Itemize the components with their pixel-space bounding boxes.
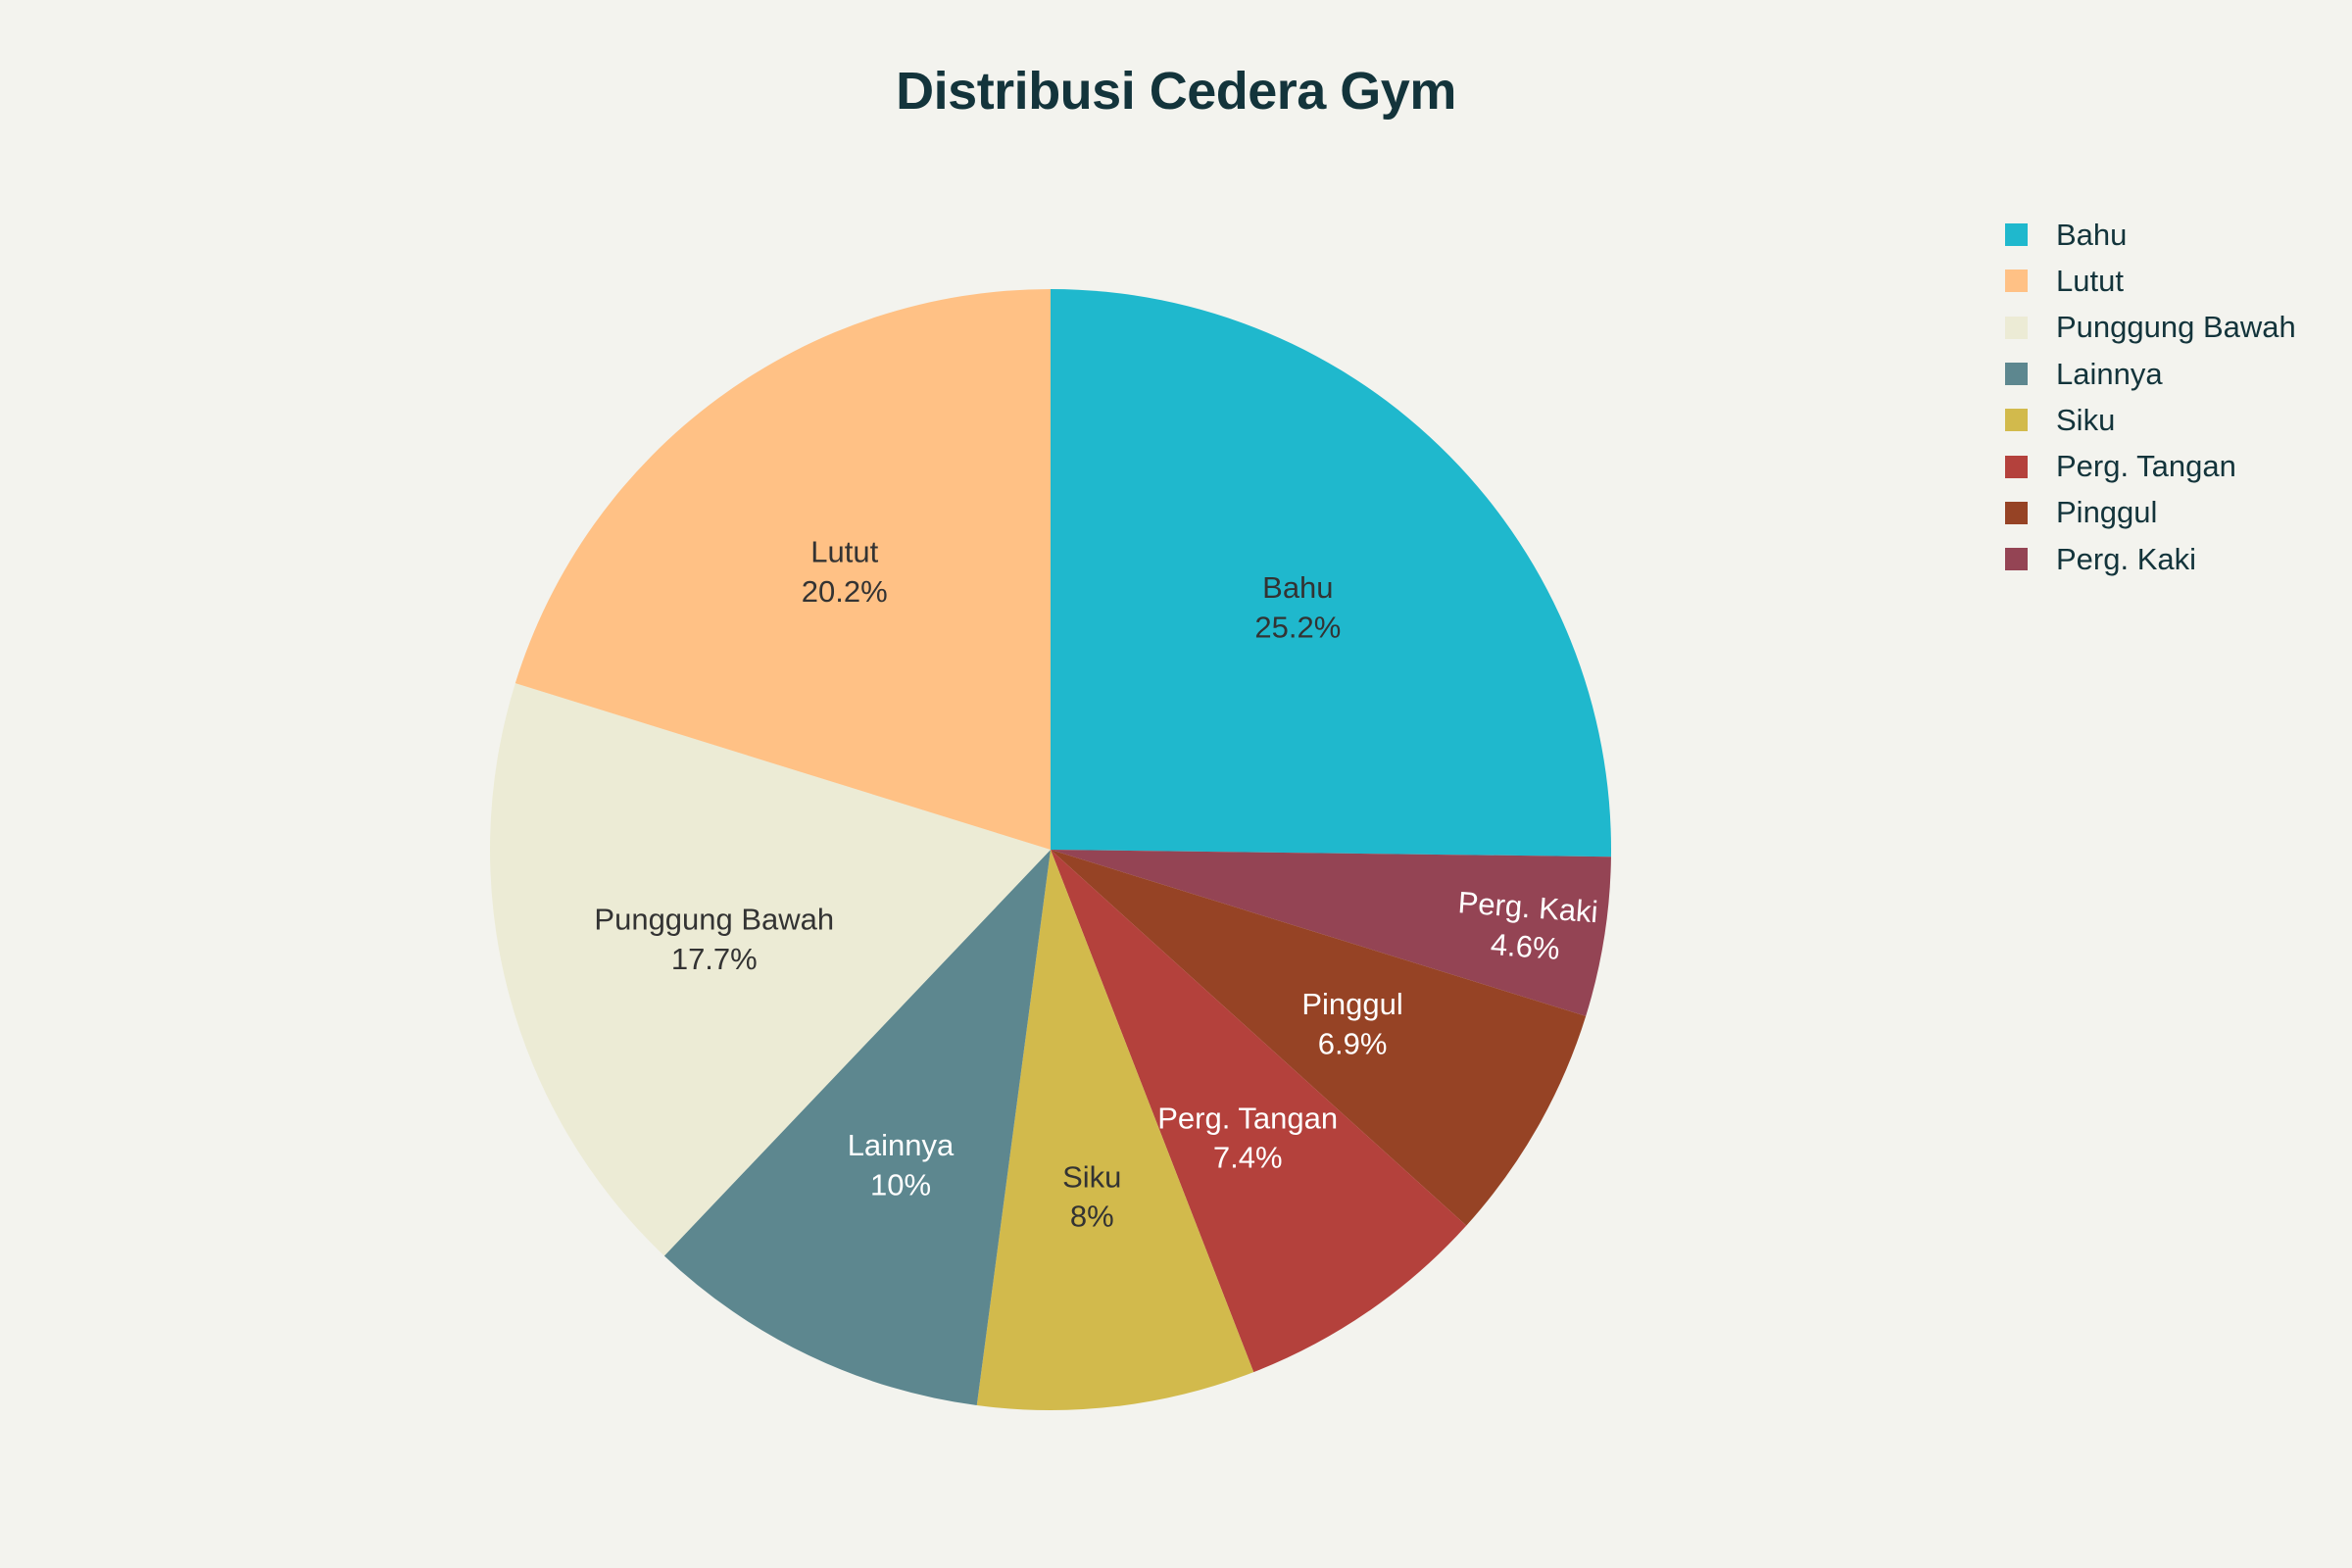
pie-slice-bahu — [1051, 289, 1611, 858]
legend-item-lutut[interactable]: Lutut — [2005, 258, 2338, 304]
legend-swatch — [2005, 316, 2028, 339]
legend-label: Lutut — [2056, 263, 2124, 298]
legend-swatch — [2005, 501, 2028, 524]
slice-label-siku: Siku 8% — [1062, 1159, 1121, 1233]
legend-item-perg-kaki[interactable]: Perg. Kaki — [2005, 536, 2338, 582]
pie-slice-perg-kaki — [1051, 850, 1611, 1016]
legend-swatch — [2005, 548, 2028, 571]
pie-slice-punggung-bawah — [489, 683, 1051, 1256]
legend: Bahu Lutut Punggung Bawah Lainnya Siku Perg. … — [2005, 212, 2338, 582]
slice-label-perg-kaki: Perg. Kaki4.6% — [1454, 885, 1599, 968]
pie-labels: Bahu 25.2% Perg. Kaki4.6% Pinggul 6.9% Perg. … — [594, 535, 1598, 1234]
pie-slice-lutut — [514, 289, 1051, 850]
legend-item-punggung-bawah[interactable]: Punggung Bawah — [2005, 305, 2338, 351]
legend-label: Siku — [2056, 402, 2116, 437]
slice-label-punggung-bawah: Punggung Bawah 17.7% — [594, 903, 834, 976]
legend-item-bahu[interactable]: Bahu — [2005, 212, 2338, 258]
legend-swatch — [2005, 455, 2028, 478]
legend-label: Punggung Bawah — [2056, 310, 2296, 345]
legend-label: Lainnya — [2056, 356, 2163, 391]
legend-swatch — [2005, 223, 2028, 247]
slice-label-lainnya: Lainnya 10% — [848, 1128, 955, 1201]
legend-item-pinggul[interactable]: Pinggul — [2005, 490, 2338, 536]
legend-label: Pinggul — [2056, 495, 2158, 530]
legend-label: Perg. Kaki — [2056, 541, 2197, 576]
pie-slice-siku — [976, 850, 1254, 1410]
slice-label-pinggul: Pinggul 6.9% — [1301, 987, 1402, 1060]
legend-swatch — [2005, 270, 2028, 293]
legend-item-siku[interactable]: Siku — [2005, 397, 2338, 443]
pie-slice-perg-tangan — [1051, 850, 1467, 1373]
legend-label: Bahu — [2056, 217, 2128, 252]
legend-item-perg-tangan[interactable]: Perg. Tangan — [2005, 443, 2338, 489]
legend-item-lainnya[interactable]: Lainnya — [2005, 351, 2338, 397]
legend-swatch — [2005, 409, 2028, 432]
pie-slice-pinggul — [1051, 850, 1587, 1226]
pie-slices — [489, 289, 1611, 1410]
chart-title: Distribusi Cedera Gym — [896, 62, 1456, 121]
slice-label-lutut: Lutut 20.2% — [802, 535, 888, 609]
slice-label-perg-tangan: Perg. Tangan 7.4% — [1157, 1101, 1338, 1174]
legend-label: Perg. Tangan — [2056, 449, 2236, 484]
legend-swatch — [2005, 363, 2028, 386]
slice-label-bahu: Bahu 25.2% — [1254, 570, 1341, 644]
pie-slice-lainnya — [663, 850, 1051, 1406]
